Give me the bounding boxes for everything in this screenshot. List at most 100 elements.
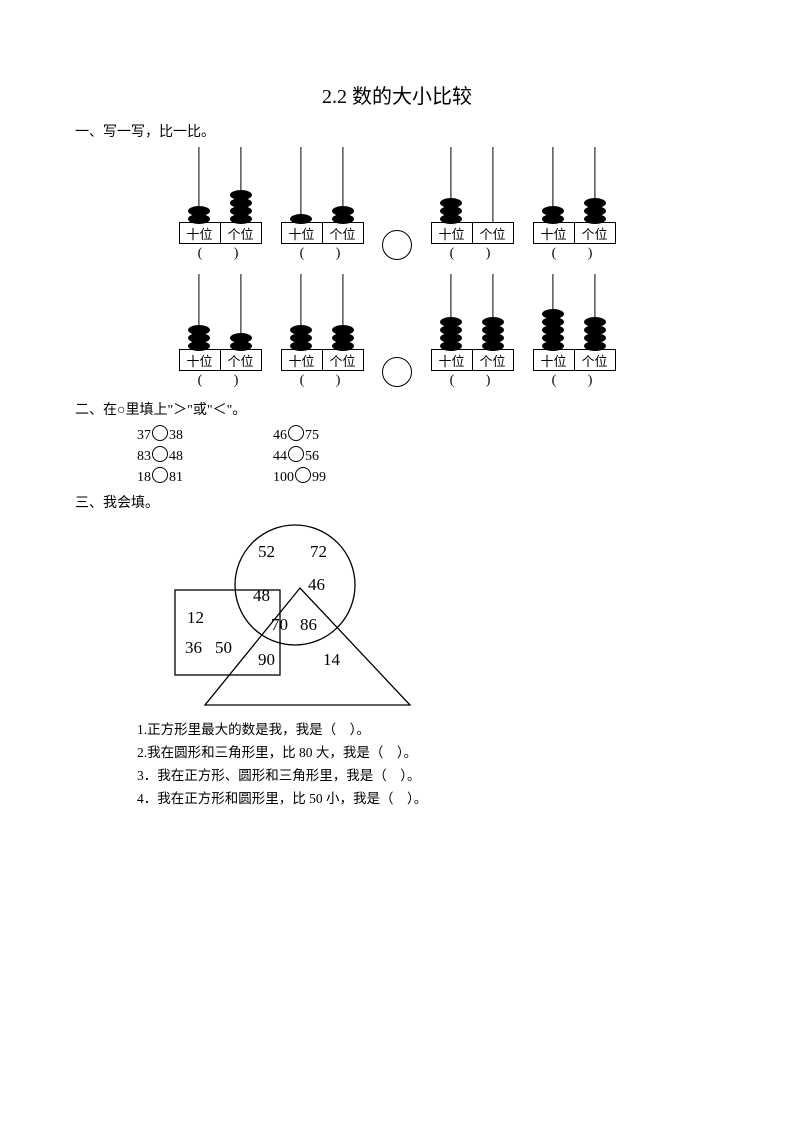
ones-rod — [574, 274, 616, 349]
compare-circle[interactable] — [382, 230, 412, 260]
answer-blank[interactable]: ( ) — [290, 373, 355, 389]
compare-item: 8348 — [137, 446, 183, 465]
section3-heading: 三、我会填。 — [75, 492, 719, 512]
abacus-rods — [532, 274, 616, 349]
bead — [542, 214, 564, 224]
compare-item: 1881 — [137, 467, 183, 486]
venn-number: 48 — [253, 586, 270, 606]
bead — [188, 214, 210, 224]
compare-circle[interactable] — [295, 467, 311, 483]
ones-rod — [220, 147, 262, 222]
answer-blank[interactable]: ( ) — [188, 246, 253, 262]
ones-rod — [322, 147, 364, 222]
tens-label: 十位 — [432, 350, 473, 370]
tens-rod — [532, 274, 574, 349]
abacus-rods — [430, 274, 514, 349]
tens-rod — [178, 147, 220, 222]
tens-rod — [280, 147, 322, 222]
compare-circle[interactable] — [288, 425, 304, 441]
page-title: 2.2 数的大小比较 — [75, 80, 719, 109]
bead — [332, 214, 354, 224]
bead — [188, 341, 210, 351]
abacus-row-2: 十位个位( )十位个位( )十位个位( )十位个位( ) — [75, 274, 719, 389]
abacus: 十位个位( ) — [178, 274, 262, 389]
venn-number: 36 — [185, 638, 202, 658]
comparison-list: 3738 4675 8348 4456 1881 10099 — [137, 425, 719, 486]
compare-item: 4456 — [273, 446, 319, 465]
answer-blank[interactable]: ( ) — [440, 373, 505, 389]
place-value-box: 十位个位 — [533, 222, 616, 244]
rod-stick — [492, 147, 493, 222]
abacus-rods — [280, 147, 364, 222]
ones-label: 个位 — [323, 350, 363, 370]
abacus: 十位个位 ( ) — [430, 147, 514, 262]
bead — [440, 341, 462, 351]
bead — [482, 341, 504, 351]
compare-row: 8348 4456 — [137, 446, 719, 465]
venn-number: 86 — [300, 615, 317, 635]
abacus: 十位个位 ( ) — [280, 147, 364, 262]
question-3: 3．我在正方形、圆形和三角形里，我是（ ）。 — [137, 764, 719, 784]
bead — [230, 341, 252, 351]
question-4: 4．我在正方形和圆形里，比 50 小，我是（ ）。 — [137, 787, 719, 807]
compare-item: 3738 — [137, 425, 183, 444]
section1-heading: 一、写一写，比一比。 — [75, 121, 719, 141]
place-value-box: 十位个位 — [179, 222, 262, 244]
bead — [542, 341, 564, 351]
question-2: 2.我在圆形和三角形里，比 80 大，我是（ ）。 — [137, 741, 719, 761]
ones-rod — [472, 147, 514, 222]
tens-rod — [430, 274, 472, 349]
venn-number: 12 — [187, 608, 204, 628]
bead — [332, 341, 354, 351]
section2-heading: 二、在○里填上"＞"或"＜"。 — [75, 399, 719, 419]
ones-rod — [472, 274, 514, 349]
compare-row: 1881 10099 — [137, 467, 719, 486]
abacus-row-1: 十位个位( )十位个位( )十位个位( )十位个位( ) — [75, 147, 719, 262]
bead — [440, 214, 462, 224]
compare-circle[interactable] — [288, 446, 304, 462]
answer-blank[interactable]: ( ) — [188, 373, 253, 389]
venn-diagram: 52 72 48 46 12 70 86 36 50 90 14 — [145, 520, 445, 710]
ones-label: 个位 — [575, 223, 615, 243]
tens-label: 十位 — [432, 223, 473, 243]
compare-circle[interactable] — [152, 446, 168, 462]
compare-circle[interactable] — [152, 425, 168, 441]
ones-label: 个位 — [221, 223, 261, 243]
tens-label: 十位 — [180, 350, 221, 370]
ones-rod — [220, 274, 262, 349]
compare-circle[interactable] — [382, 357, 412, 387]
abacus: 十位个位 ( ) — [280, 274, 364, 389]
place-value-box: 十位个位 — [533, 349, 616, 371]
place-value-box: 十位个位 — [431, 222, 514, 244]
answer-blank[interactable]: ( ) — [542, 246, 607, 262]
compare-row: 3738 4675 — [137, 425, 719, 444]
ones-rod — [574, 147, 616, 222]
abacus-rods — [178, 274, 262, 349]
answer-blank[interactable]: ( ) — [440, 246, 505, 262]
ones-label: 个位 — [323, 223, 363, 243]
tens-label: 十位 — [534, 350, 575, 370]
venn-number: 50 — [215, 638, 232, 658]
bead — [290, 341, 312, 351]
tens-label: 十位 — [282, 223, 323, 243]
place-value-box: 十位个位 — [281, 349, 364, 371]
compare-circle[interactable] — [152, 467, 168, 483]
compare-item: 10099 — [273, 467, 326, 486]
venn-number: 70 — [271, 615, 288, 635]
ones-label: 个位 — [473, 223, 513, 243]
venn-number: 52 — [258, 542, 275, 562]
venn-triangle-shape — [205, 588, 410, 705]
abacus: 十位个位 ( ) — [532, 274, 616, 389]
answer-blank[interactable]: ( ) — [542, 373, 607, 389]
abacus: 十位个位( ) — [430, 274, 514, 389]
tens-rod — [532, 147, 574, 222]
worksheet-page: 2.2 数的大小比较 一、写一写，比一比。 十位个位( )十位个位( )十位个位… — [0, 0, 794, 807]
venn-number: 90 — [258, 650, 275, 670]
compare-item: 4675 — [273, 425, 319, 444]
bead — [584, 341, 606, 351]
ones-rod — [322, 274, 364, 349]
tens-label: 十位 — [534, 223, 575, 243]
abacus: 十位个位 ( ) — [178, 147, 262, 262]
answer-blank[interactable]: ( ) — [290, 246, 355, 262]
abacus-rods — [280, 274, 364, 349]
